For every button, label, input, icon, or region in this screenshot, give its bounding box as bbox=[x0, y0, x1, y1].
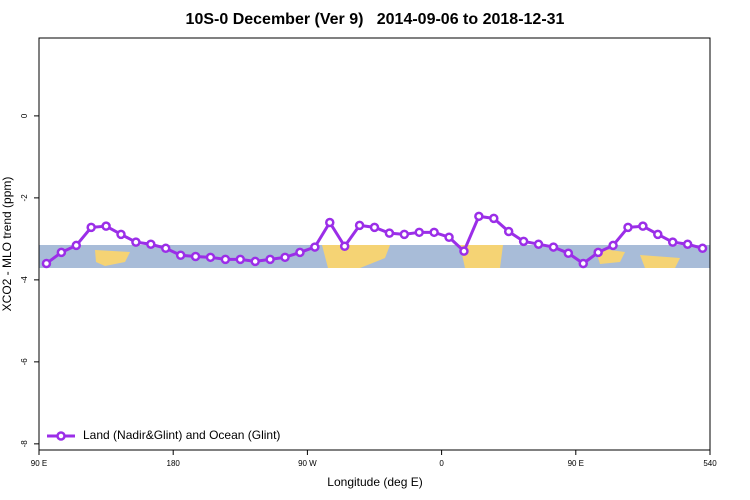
data-point bbox=[71, 240, 82, 251]
data-point bbox=[548, 242, 559, 252]
data-point bbox=[369, 222, 380, 233]
x-tick-label: 180 bbox=[167, 459, 181, 468]
data-point bbox=[414, 227, 424, 238]
data-point bbox=[503, 226, 514, 237]
data-point bbox=[638, 221, 648, 231]
data-point bbox=[444, 232, 454, 242]
data-point bbox=[220, 254, 231, 265]
data-point bbox=[623, 222, 633, 233]
y-axis-label: XCO2 - MLO trend (ppm) bbox=[0, 177, 14, 312]
data-point bbox=[697, 243, 708, 254]
data-point bbox=[160, 243, 171, 254]
data-point bbox=[310, 242, 320, 252]
chart-title: 10S-0 December (Ver 9) 2014-09-06 to 201… bbox=[186, 11, 565, 28]
x-tick-label: 0 bbox=[439, 459, 444, 468]
x-axis-label: Longitude (deg E) bbox=[327, 475, 422, 489]
data-point bbox=[265, 254, 275, 265]
data-point bbox=[41, 258, 52, 269]
data-point bbox=[474, 211, 484, 222]
data-point bbox=[533, 239, 544, 249]
data-point bbox=[653, 229, 663, 240]
map-band bbox=[39, 245, 710, 268]
x-tick-label: 90 W bbox=[298, 459, 317, 468]
data-point bbox=[682, 239, 693, 249]
legend-marker bbox=[56, 431, 66, 441]
x-tick-label: 540 bbox=[703, 459, 717, 468]
data-point bbox=[131, 237, 141, 247]
data-point bbox=[667, 237, 678, 247]
x-tick-label: 90 E bbox=[568, 459, 584, 468]
data-point bbox=[175, 250, 186, 261]
data-point bbox=[190, 251, 201, 262]
data-point bbox=[399, 229, 410, 240]
y-tick-label: 0 bbox=[20, 113, 29, 118]
data-point bbox=[116, 229, 126, 240]
x-tick-label: 90 E bbox=[31, 459, 47, 468]
data-point bbox=[608, 240, 618, 251]
data-point bbox=[489, 213, 499, 224]
data-point bbox=[101, 221, 111, 231]
data-point bbox=[205, 252, 216, 263]
data-point bbox=[235, 254, 246, 265]
data-point bbox=[339, 241, 350, 252]
data-point bbox=[146, 239, 156, 249]
y-tick-label: -2 bbox=[20, 194, 29, 202]
data-point bbox=[295, 247, 305, 258]
data-point bbox=[250, 256, 260, 267]
data-point bbox=[429, 227, 439, 238]
legend-label: Land (Nadir&Glint) and Ocean (Glint) bbox=[83, 428, 280, 442]
data-point bbox=[563, 248, 574, 258]
data-point bbox=[354, 220, 365, 231]
data-point bbox=[593, 247, 603, 258]
data-point bbox=[280, 252, 290, 263]
data-point bbox=[86, 222, 96, 233]
y-tick-label: -4 bbox=[20, 276, 29, 284]
data-point bbox=[459, 246, 469, 256]
y-tick-label: -8 bbox=[20, 440, 29, 448]
data-point bbox=[56, 247, 67, 258]
data-point bbox=[325, 217, 335, 228]
y-tick-label: -6 bbox=[20, 358, 29, 366]
data-point bbox=[518, 236, 529, 247]
data-point bbox=[384, 228, 395, 238]
plot-frame bbox=[38, 37, 711, 451]
data-point bbox=[578, 258, 589, 269]
